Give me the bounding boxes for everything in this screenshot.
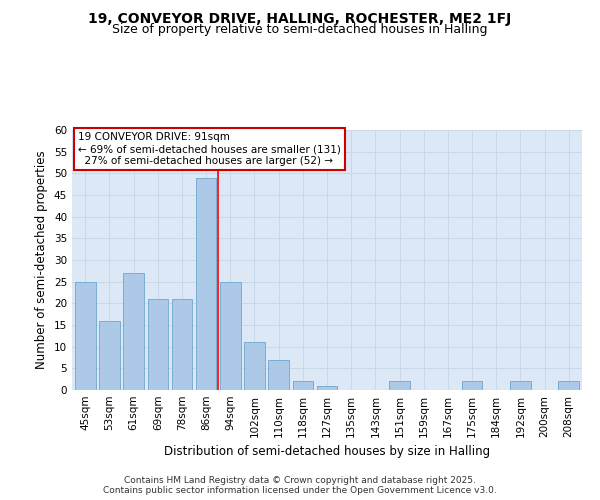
Text: Contains HM Land Registry data © Crown copyright and database right 2025.
Contai: Contains HM Land Registry data © Crown c… — [103, 476, 497, 495]
Bar — [172, 299, 192, 390]
Text: 19, CONVEYOR DRIVE, HALLING, ROCHESTER, ME2 1FJ: 19, CONVEYOR DRIVE, HALLING, ROCHESTER, … — [88, 12, 512, 26]
Bar — [389, 382, 410, 390]
Bar — [510, 382, 530, 390]
Bar — [559, 382, 579, 390]
X-axis label: Distribution of semi-detached houses by size in Halling: Distribution of semi-detached houses by … — [164, 446, 490, 458]
Text: 19 CONVEYOR DRIVE: 91sqm
← 69% of semi-detached houses are smaller (131)
  27% o: 19 CONVEYOR DRIVE: 91sqm ← 69% of semi-d… — [78, 132, 341, 166]
Y-axis label: Number of semi-detached properties: Number of semi-detached properties — [35, 150, 49, 370]
Bar — [268, 360, 289, 390]
Bar — [99, 320, 120, 390]
Text: Size of property relative to semi-detached houses in Halling: Size of property relative to semi-detach… — [112, 22, 488, 36]
Bar — [196, 178, 217, 390]
Bar — [317, 386, 337, 390]
Bar — [124, 273, 144, 390]
Bar — [75, 282, 95, 390]
Bar — [244, 342, 265, 390]
Bar — [462, 382, 482, 390]
Bar — [293, 382, 313, 390]
Bar — [220, 282, 241, 390]
Bar — [148, 299, 168, 390]
